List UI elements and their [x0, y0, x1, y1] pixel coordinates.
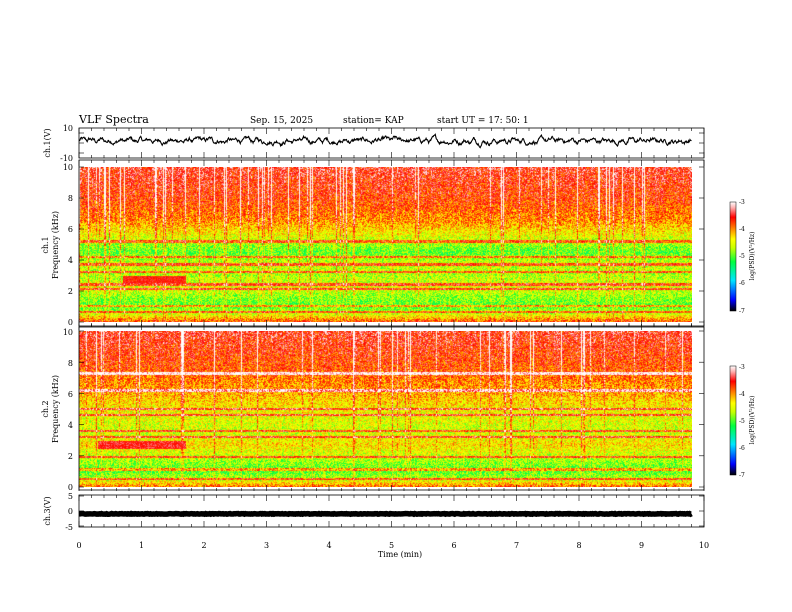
ch2-cb-tick: -4 — [739, 391, 745, 398]
ch2-cb-tick: -5 — [739, 418, 745, 425]
figure-title: VLF Spectra — [78, 113, 149, 126]
ch1-spec-ylabel-line2: Frequency (kHz) — [51, 211, 60, 279]
ch3-ytick-bottom: -5 — [65, 523, 73, 532]
ch1-cb-tick: -7 — [739, 308, 745, 315]
ch2-colorbar-bar — [729, 365, 737, 476]
time-axis-tick-label: 1 — [139, 541, 144, 550]
ch2-cb-tick: -6 — [739, 445, 745, 452]
ch2-spec-ylabel-line1: ch.2 — [41, 400, 50, 417]
ch1-colorbar-bar — [729, 201, 737, 312]
ch1-spec-ylabel: ch.1 Frequency (kHz) — [41, 211, 60, 279]
ch1-colorbar: -3 -4 -5 -6 -7 log(PSD)(V²/Hz) — [729, 199, 756, 315]
ch2-spectrogram-panel: 0 2 4 6 8 10 ch.2 Frequency (kHz) -3 -4 … — [41, 324, 756, 492]
time-axis-tick-label: 10 — [699, 541, 709, 550]
ch1-ylabel: ch.1(V) — [43, 128, 52, 157]
station-label: station= KAP — [343, 116, 404, 126]
time-axis-tick-label: 4 — [326, 541, 331, 550]
ch3-ytick-top: 5 — [68, 492, 73, 501]
ch2-spec-ytick: 6 — [68, 390, 73, 399]
time-axis-tick-label: 6 — [451, 541, 456, 550]
ch2-spec-ylabel: ch.2 Frequency (kHz) — [41, 375, 60, 443]
ch2-cb-label: log(PSD)(V²/Hz) — [749, 396, 756, 445]
date-label: Sep. 15, 2025 — [250, 116, 313, 126]
ch1-cb-tick: -6 — [739, 280, 745, 287]
ch1-spec-ytick: 4 — [68, 256, 73, 265]
ch1-spectrogram-panel: 0 2 4 6 8 10 ch.1 Frequency (kHz) -3 -4 … — [41, 159, 756, 327]
ch1-waveform-ticks — [78, 128, 705, 158]
time-axis-tick-labels: 0 1 2 3 4 5 6 7 8 9 10 — [76, 541, 709, 550]
ch3-ylabel: ch.3(V) — [43, 496, 52, 525]
ch1-waveform-panel: 10 -10 ch.1(V) — [43, 124, 705, 163]
time-axis-tick-label: 0 — [76, 541, 81, 550]
ch3-waveform-trace — [78, 510, 693, 518]
ch3-ytick-mid: 0 — [68, 507, 73, 516]
ch1-cb-tick: -5 — [739, 253, 745, 260]
ch1-spec-ytick: 0 — [68, 318, 73, 327]
ch1-spec-ytick: 10 — [63, 163, 73, 172]
ch2-spec-ytick: 2 — [68, 452, 73, 461]
ch2-spectrogram-ytick-labels: 0 2 4 6 8 10 — [63, 328, 73, 492]
ch1-spectrogram-ytick-labels: 0 2 4 6 8 10 — [63, 163, 73, 327]
ch2-cb-tick: -7 — [739, 472, 745, 479]
time-axis-tick-label: 3 — [264, 541, 269, 550]
ch2-spec-ytick: 4 — [68, 421, 73, 430]
ch2-spec-ytick: 10 — [63, 328, 73, 337]
ch1-spec-ylabel-line1: ch.1 — [41, 236, 50, 253]
ch1-spec-ytick: 8 — [68, 194, 73, 203]
ch1-cb-tick: -4 — [739, 226, 745, 233]
time-axis-label: Time (min) — [378, 550, 422, 559]
ch1-cb-tick: -3 — [739, 199, 745, 206]
ch1-cb-label: log(PSD)(V²/Hz) — [749, 232, 756, 281]
time-axis-tick-label: 7 — [514, 541, 519, 550]
time-axis-tick-label: 8 — [576, 541, 581, 550]
start-ut-label: start UT = 17: 50: 1 — [437, 116, 529, 126]
ch2-spectrogram-ticks — [78, 324, 705, 491]
ch2-spec-ylabel-line2: Frequency (kHz) — [51, 375, 60, 443]
ch2-spec-ytick: 8 — [68, 359, 73, 368]
time-axis-tick-label: 9 — [639, 541, 644, 550]
ch1-spec-ytick: 6 — [68, 225, 73, 234]
ch1-ytick-bottom: -10 — [60, 154, 73, 163]
time-axis-tick-label: 2 — [201, 541, 206, 550]
ch3-waveform-ticks — [78, 495, 705, 527]
ch1-waveform-trace — [78, 133, 692, 149]
ch1-ytick-top: 10 — [63, 124, 73, 133]
ch2-spectrogram-image — [79, 331, 692, 487]
ch3-waveform-panel: 5 0 -5 ch.3(V) 0 1 2 3 4 5 6 7 8 9 10 Time (min) — [43, 492, 709, 559]
ch2-spec-ytick: 0 — [68, 483, 73, 492]
ch1-spectrogram-image — [79, 167, 692, 322]
ch2-cb-tick: -3 — [739, 364, 745, 371]
ch1-spec-ytick: 2 — [68, 287, 73, 296]
ch2-colorbar: -3 -4 -5 -6 -7 log(PSD)(V²/Hz) — [729, 364, 756, 479]
time-axis-tick-label: 5 — [389, 541, 394, 550]
